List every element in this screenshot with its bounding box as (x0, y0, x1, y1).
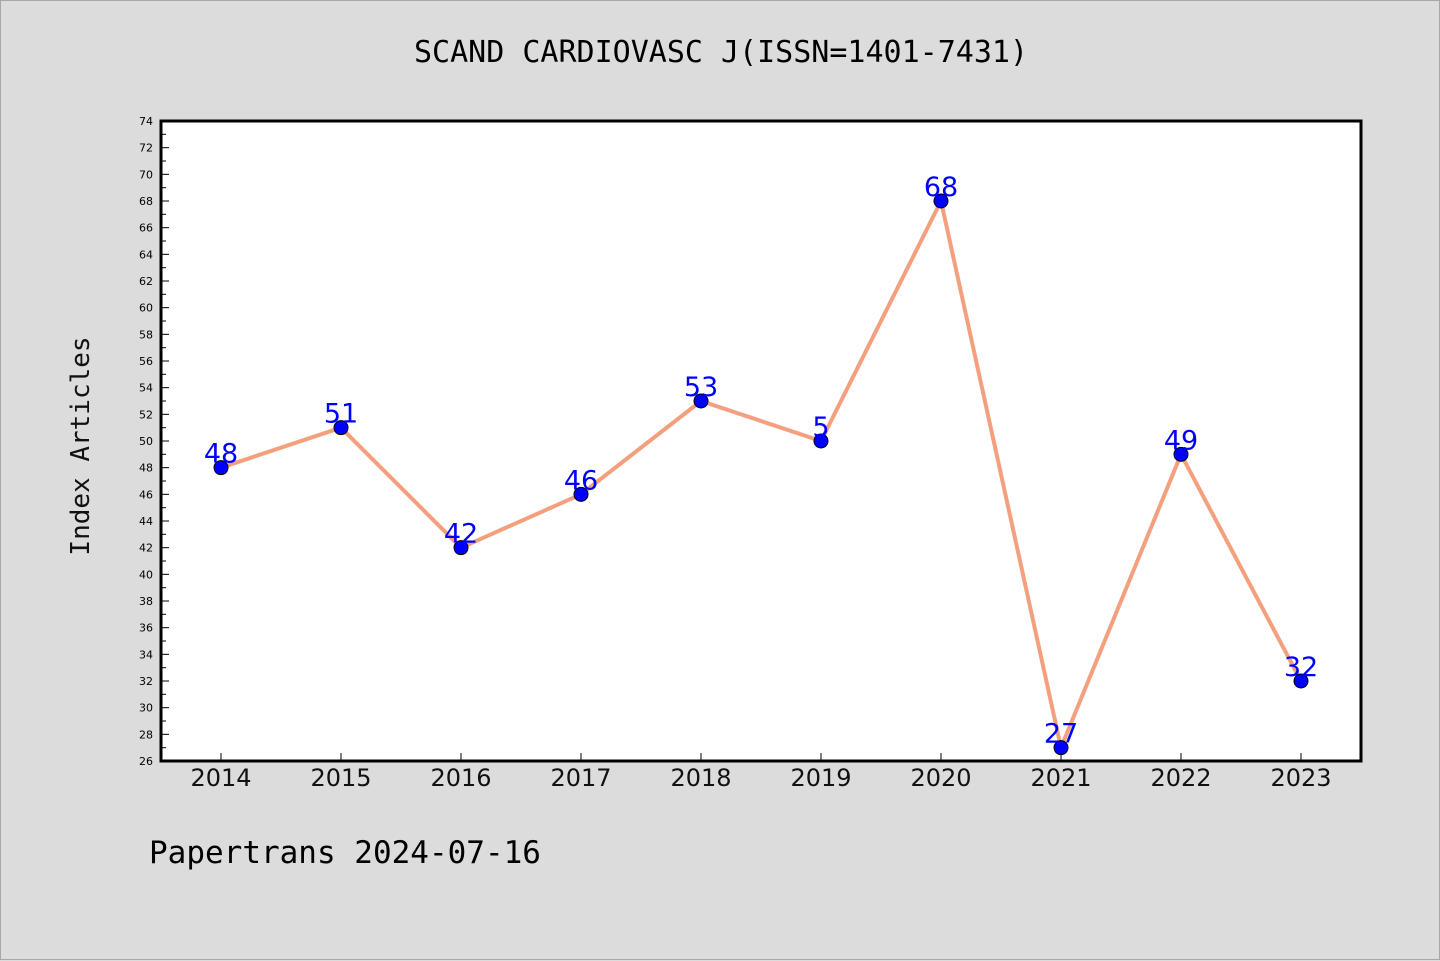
x-tick-label: 2023 (1270, 764, 1331, 792)
y-tick-label: 32 (139, 675, 153, 688)
data-label: 27 (1044, 719, 1078, 750)
data-label: 5 (812, 412, 829, 443)
data-label: 68 (924, 172, 958, 203)
data-label: 32 (1284, 652, 1318, 683)
data-label: 53 (684, 372, 718, 403)
y-tick-label: 52 (139, 408, 153, 421)
y-tick-label: 74 (139, 115, 153, 128)
y-tick-label: 56 (139, 355, 153, 368)
data-point (813, 433, 829, 449)
y-tick-label: 46 (139, 488, 153, 501)
plot-background (161, 121, 1361, 761)
x-tick-label: 2015 (310, 764, 371, 792)
x-tick-label: 2016 (430, 764, 491, 792)
data-label: 49 (1164, 425, 1198, 456)
y-tick-label: 54 (139, 382, 153, 395)
y-tick-label: 28 (139, 728, 153, 741)
footer-note: Papertrans 2024-07-16 (149, 835, 541, 871)
x-tick-label: 2017 (550, 764, 611, 792)
data-point (933, 193, 949, 209)
chart-title: SCAND CARDIOVASC J(ISSN=1401-7431) (413, 35, 1029, 70)
y-tick-label: 58 (139, 328, 153, 341)
x-tick-label: 2019 (790, 764, 851, 792)
data-point (213, 460, 229, 476)
data-label: 42 (444, 519, 478, 550)
y-tick-label: 50 (139, 435, 153, 448)
y-tick-label: 62 (139, 275, 153, 288)
plot-frame (159, 119, 1363, 763)
series-line (220, 199, 1303, 750)
y-tick-label: 26 (139, 755, 153, 768)
data-label: 48 (204, 439, 238, 470)
data-point (693, 393, 709, 409)
y-tick-label: 70 (139, 168, 153, 181)
data-point (333, 420, 349, 436)
x-tick-label: 2014 (190, 764, 251, 792)
x-tick-label: 2018 (670, 764, 731, 792)
y-tick-label: 38 (139, 595, 153, 608)
data-point (1173, 446, 1189, 462)
x-tick-label: 2020 (910, 764, 971, 792)
y-tick-label: 42 (139, 542, 153, 555)
y-tick-label: 34 (139, 648, 153, 661)
x-tick-label: 2021 (1030, 764, 1091, 792)
y-tick-label: 72 (139, 142, 153, 155)
y-tick-label: 64 (139, 248, 153, 261)
data-label: 46 (564, 465, 598, 496)
y-tick-label: 36 (139, 622, 153, 635)
y-tick-label: 44 (139, 515, 153, 528)
y-tick-label: 40 (139, 568, 153, 581)
x-tick-label: 2022 (1150, 764, 1211, 792)
y-tick-label: 60 (139, 302, 153, 315)
y-tick-label: 68 (139, 195, 153, 208)
data-label: 51 (324, 399, 358, 430)
data-point (1053, 740, 1069, 756)
data-point (453, 540, 469, 556)
data-point (1293, 673, 1309, 689)
y-tick-label: 30 (139, 702, 153, 715)
y-tick-label: 66 (139, 222, 153, 235)
data-point (573, 486, 589, 502)
y-tick-label: 48 (139, 462, 153, 475)
